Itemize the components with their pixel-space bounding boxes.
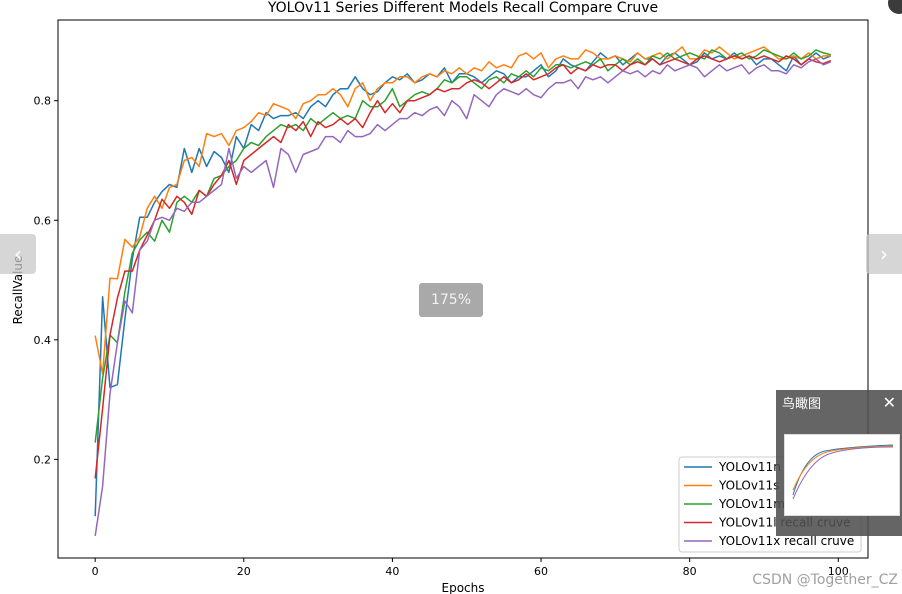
y-tick-label: 0.6 xyxy=(34,214,52,227)
series-line xyxy=(94,55,832,479)
series-line xyxy=(94,52,832,517)
chevron-left-icon: ‹ xyxy=(14,242,22,266)
watermark-text: CSDN @Together_CZ xyxy=(752,572,898,588)
next-image-button[interactable]: › xyxy=(866,234,902,274)
overview-panel: 鸟瞰图 ✕ xyxy=(776,390,902,536)
series-line xyxy=(94,46,831,375)
overview-title: 鸟瞰图 xyxy=(782,396,822,412)
overview-close-icon[interactable]: ✕ xyxy=(882,392,896,412)
legend-entry: YOLOv11x recall cruve xyxy=(718,534,854,548)
zoom-level-text: 175% xyxy=(430,292,472,308)
watermark: CSDN @Together_CZ xyxy=(752,572,898,588)
x-tick-label: 100 xyxy=(828,565,849,578)
series-line xyxy=(94,49,831,443)
y-tick-label: 0.4 xyxy=(34,334,52,347)
series-line xyxy=(94,58,832,537)
overview-header: 鸟瞰图 ✕ xyxy=(776,390,902,414)
x-axis-label: Epochs xyxy=(442,581,485,594)
x-tick-label: 80 xyxy=(683,565,697,578)
zoom-level-indicator: 175% xyxy=(419,283,483,317)
x-tick-label: 40 xyxy=(385,565,399,578)
series-lines xyxy=(94,46,832,537)
plot-area-frame xyxy=(57,19,869,559)
overview-thumbnail[interactable] xyxy=(784,434,900,516)
chevron-right-icon: › xyxy=(880,242,888,266)
chart-title: YOLOv11 Series Different Models Recall C… xyxy=(267,0,658,16)
x-tick-label: 20 xyxy=(237,565,251,578)
x-axis: 0 20 40 60 80 100 xyxy=(92,558,849,578)
x-tick-label: 60 xyxy=(534,565,548,578)
corner-close-icon[interactable] xyxy=(888,0,902,14)
y-tick-label: 0.8 xyxy=(34,95,52,108)
y-axis: 0.2 0.4 0.6 0.8 xyxy=(34,95,58,466)
x-tick-label: 0 xyxy=(92,565,99,578)
thumbnail-chart-icon xyxy=(787,437,897,513)
previous-image-button[interactable]: ‹ xyxy=(0,234,36,274)
y-tick-label: 0.2 xyxy=(34,453,52,466)
